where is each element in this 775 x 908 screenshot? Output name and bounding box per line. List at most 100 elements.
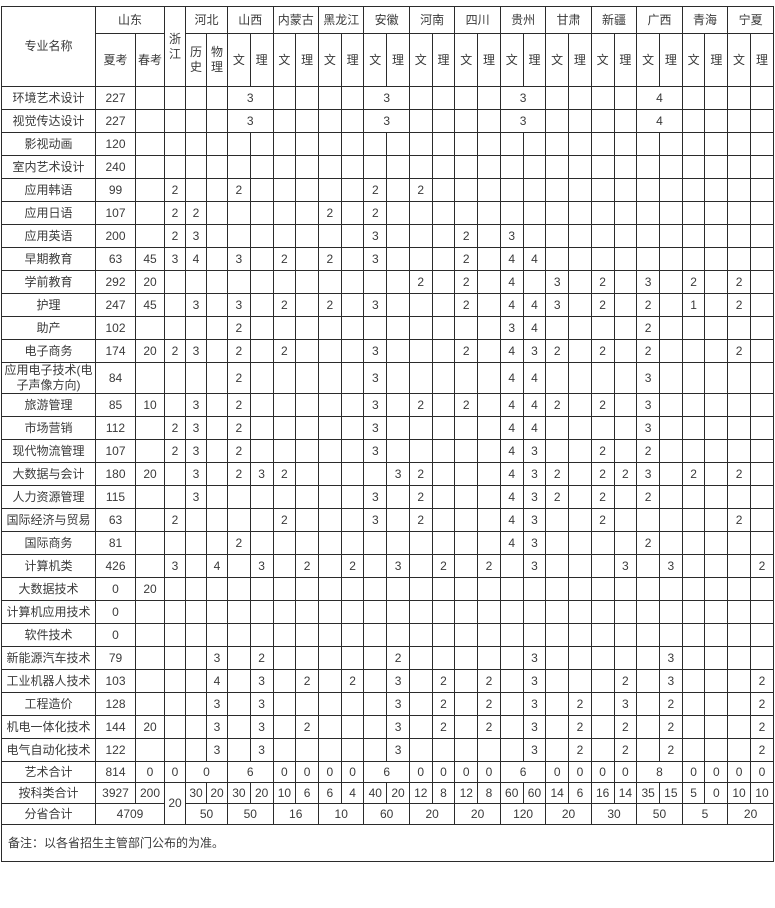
cell [206,485,229,509]
cell: 6 [363,761,410,783]
cell: 3 [363,224,388,248]
row-label: 大数据与会计 [1,462,96,486]
cell [568,224,592,248]
cell [386,362,410,394]
cell [134,485,166,509]
cell: 3 [185,293,208,317]
cell [340,109,365,133]
cell: 0 [134,761,166,783]
page: 专业名称 山东 浙江 河北 山西 内蒙古 黑龙江 安徽 河南 四川 贵州 甘肃 新疆 广西 青海 宁夏 夏考 春考… [1,6,775,862]
cell: 2 [363,201,388,225]
cell [613,201,638,225]
cell [431,393,456,417]
cell [681,439,706,463]
cell: 4 [499,485,524,509]
cell: 20 [727,803,774,825]
cell: 2 [749,738,775,762]
cell [272,439,297,463]
cell: 2 [431,669,456,693]
cell: 2 [749,554,775,578]
cell [454,508,479,532]
cell: 20 [134,339,166,363]
cell [749,247,775,271]
cell [749,109,775,133]
row-label: 影视动画 [1,132,96,156]
cell [317,669,342,693]
cell [454,439,479,463]
cell [272,362,297,394]
cell [431,738,456,762]
sub-header: 春考 [134,33,166,87]
cell: 122 [95,738,136,762]
cell: 50 [227,803,274,825]
cell: 2 [727,293,751,317]
cell: 3927 [95,782,136,804]
cell [613,132,638,156]
cell: 3 [522,485,547,509]
province-header: 河北 [185,6,229,34]
cell: 3 [636,393,660,417]
cell [386,224,410,248]
sub-header: 理 [522,33,547,87]
cell: 3 [522,669,547,693]
cell [636,669,660,693]
cell [613,339,638,363]
row-label: 人力资源管理 [1,485,96,509]
cell: 2 [613,462,638,486]
cell: 227 [95,86,136,110]
cell [658,485,683,509]
corner-header-major-name: 专业名称 [1,6,96,87]
cell: 3 [386,554,410,578]
enrollment-plan-table: 专业名称 山东 浙江 河北 山西 内蒙古 黑龙江 安徽 河南 四川 贵州 甘肃 新疆 广西 青海 宁夏 夏考 春考… [1,6,775,862]
cell [272,132,297,156]
province-header: 山东 [94,6,166,34]
cell: 3 [363,508,388,532]
cell [408,155,433,179]
cell: 4 [499,439,524,463]
cell: 3 [499,86,547,110]
cell [704,393,729,417]
sub-header: 理 [749,33,775,87]
cell: 4 [499,339,524,363]
cell: 2 [431,554,456,578]
cell [590,600,615,624]
cell [206,316,229,340]
cell [590,669,615,693]
cell [545,600,570,624]
cell [545,577,570,601]
cell [386,623,410,647]
cell [704,485,729,509]
cell [317,270,342,294]
cell [704,362,729,394]
cell: 2 [454,270,479,294]
cell [295,155,319,179]
cell [704,439,729,463]
cell [749,600,775,624]
cell [317,109,342,133]
cell [272,178,297,202]
cell [295,646,319,670]
cell: 2 [295,715,319,739]
cell [590,692,615,716]
cell [249,577,274,601]
cell [164,86,187,110]
cell [363,738,388,762]
cell [317,416,342,440]
cell [545,132,570,156]
cell [522,623,547,647]
cell [749,155,775,179]
cell [545,316,570,340]
cell [340,178,365,202]
cell [408,577,433,601]
cell [431,577,456,601]
cell: 2 [636,293,660,317]
cell [206,623,229,647]
cell: 3 [499,224,524,248]
cell [454,86,479,110]
cell [749,339,775,363]
cell: 3 [363,362,388,394]
cell [477,577,501,601]
cell [749,485,775,509]
cell [454,316,479,340]
cell: 2 [408,462,433,486]
